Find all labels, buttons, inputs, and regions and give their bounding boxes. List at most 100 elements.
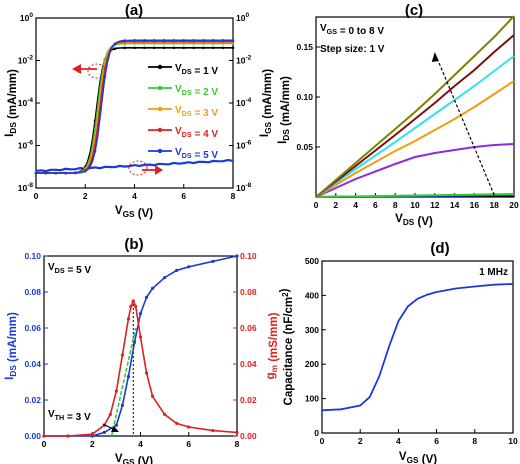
- y2-tick-base: 10: [236, 56, 246, 66]
- panel-label-a: (a): [125, 2, 143, 19]
- annotation-vth-part: V: [48, 409, 55, 420]
- ids-marker: [132, 340, 137, 344]
- ids-marker: [192, 46, 195, 50]
- x-tick-label: 20: [509, 200, 519, 210]
- ids-marker: [120, 403, 125, 407]
- output-curve: [315, 34, 515, 198]
- legend-label-part: = 3 V: [192, 108, 219, 119]
- x-axis-title: VGS (V): [399, 451, 437, 464]
- annotation-vth: VTH = 3 V: [48, 409, 91, 423]
- panel-label-c: (c): [405, 2, 423, 19]
- ids-marker: [126, 375, 131, 379]
- y2-tick-base: 10: [236, 13, 246, 23]
- y2-axis-title-sub: GS: [264, 121, 273, 133]
- x-axis-title-sub: GS: [123, 458, 135, 464]
- x-tick-label: 2: [90, 439, 95, 449]
- ids-marker: [144, 295, 149, 299]
- y2-tick-base: 10: [236, 183, 246, 193]
- ids-marker: [182, 46, 186, 50]
- annotation-vds-part: V: [48, 262, 55, 273]
- ids-marker: [102, 430, 106, 434]
- ids-marker: [103, 75, 107, 78]
- ids-marker: [175, 268, 179, 272]
- annotation-step: Step size: 1 V: [320, 44, 385, 55]
- y2-tick-base: 10: [236, 98, 246, 108]
- y2-tick-base: 10: [236, 141, 246, 151]
- y-tick-label: 0.10: [24, 251, 41, 261]
- y-tick-label: 0.02: [24, 395, 41, 405]
- x-tick-label: 4: [396, 436, 401, 446]
- y-axis-title: Capacitance (nF/cm2): [279, 288, 295, 405]
- panel-b-frame: [43, 255, 238, 437]
- ids-marker: [143, 46, 146, 50]
- x-tick-label: 0: [314, 200, 319, 210]
- legend-label-part: V: [175, 147, 182, 158]
- x-axis-title-part: V: [115, 205, 123, 217]
- x-axis-title-part: (V): [419, 454, 438, 464]
- legend-label-sub: DS: [182, 109, 192, 118]
- legend-label: VDS = 1 V: [175, 63, 218, 77]
- x-axis-title-part: (V): [135, 208, 154, 220]
- x-axis-title-part: V: [399, 451, 407, 463]
- ids-marker: [123, 39, 126, 42]
- y-axis-title-part: I: [4, 134, 16, 137]
- gm-marker: [129, 304, 133, 308]
- x-axis-title-sub: GS: [123, 210, 135, 219]
- y-tick-label: 10-2: [18, 55, 34, 66]
- ids-marker: [172, 39, 176, 42]
- panel-label-d: (d): [430, 240, 449, 257]
- y-tick-base: 10: [18, 183, 28, 193]
- ids-marker: [221, 39, 225, 42]
- y2-tick-label: 10-8: [236, 182, 252, 193]
- ids-marker: [221, 46, 225, 50]
- ids-marker: [44, 171, 48, 175]
- ids-marker: [113, 42, 117, 46]
- y-tick-label: 0.08: [24, 287, 41, 297]
- y2-axis-title-part: (mA/mm): [262, 69, 274, 122]
- ids-marker: [212, 46, 215, 50]
- y-axis-title-sup: 2: [281, 292, 290, 297]
- x-tick-label: 10: [410, 200, 420, 210]
- annotation-vgs-part: = 0 to 8 V: [337, 26, 384, 37]
- gm-marker: [150, 394, 155, 398]
- y-tick-label: 10-4: [18, 97, 34, 108]
- y-axis-title: IDS (mA/mm): [4, 312, 19, 380]
- x-axis-title: VDS (V): [395, 213, 433, 228]
- output-curve: [315, 55, 515, 198]
- y2-axis-title-part: (mS/mm): [268, 312, 280, 365]
- annotation-vds: VDS = 5 V: [48, 262, 91, 276]
- ids-marker: [192, 39, 195, 42]
- legend-label-part: = 5 V: [192, 150, 219, 161]
- ids-marker: [172, 46, 176, 50]
- gm-marker: [126, 317, 131, 321]
- x-tick-label: 6: [373, 200, 378, 210]
- y-tick-label: 0.05: [296, 142, 313, 152]
- y-tick-label: 100: [20, 12, 33, 23]
- x-tick-label: 8: [393, 200, 398, 210]
- y-tick-label: 0.00: [24, 431, 41, 441]
- y-tick-exp: -4: [27, 97, 33, 104]
- highlight-circle: [128, 160, 148, 176]
- gm-marker: [138, 335, 143, 339]
- output-curve: [315, 80, 515, 198]
- legend-marker: [157, 127, 163, 133]
- legend-marker: [157, 106, 163, 112]
- legend-label-part: V: [175, 105, 182, 116]
- legend-marker: [157, 85, 163, 91]
- y2-tick-exp: -2: [245, 55, 251, 62]
- x-tick-label: 12: [430, 200, 440, 210]
- annotation-vds-sub: DS: [55, 266, 65, 275]
- y-tick-exp: -8: [27, 182, 33, 189]
- legend-label: VDS = 5 V: [175, 147, 218, 161]
- ids-marker: [162, 46, 166, 50]
- ids-marker: [143, 39, 146, 42]
- x-tick-label: 8: [472, 436, 477, 446]
- annotation-vth-sub: TH: [55, 413, 65, 422]
- y-tick-exp: -2: [27, 55, 33, 62]
- y2-tick-exp: 0: [245, 12, 249, 19]
- x-tick-label: 8: [235, 439, 240, 449]
- x-tick-label: 8: [231, 191, 236, 201]
- legend-marker: [157, 64, 163, 70]
- y-tick-label: 0.06: [24, 323, 41, 333]
